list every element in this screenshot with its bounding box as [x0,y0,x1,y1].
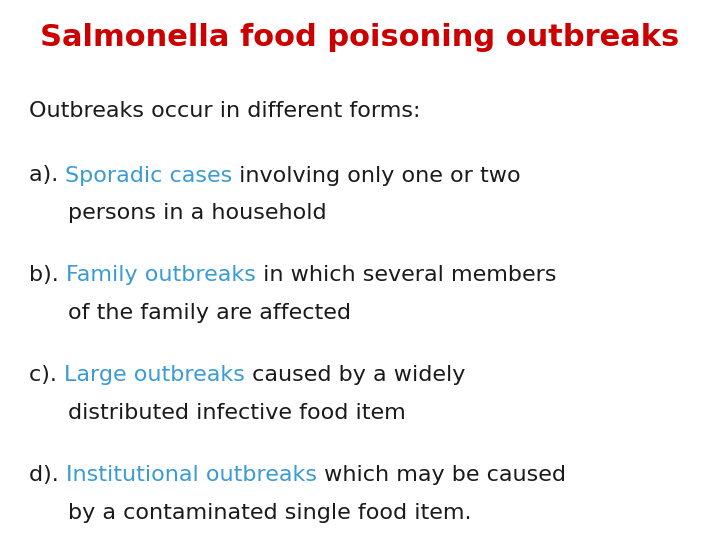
Text: by a contaminated single food item.: by a contaminated single food item. [68,503,472,523]
Text: b).: b). [29,265,66,286]
Text: of the family are affected: of the family are affected [68,303,351,323]
Text: persons in a household: persons in a household [68,203,327,224]
Text: in which several members: in which several members [256,265,556,286]
Text: caused by a widely: caused by a widely [245,365,465,386]
Text: which may be caused: which may be caused [317,465,566,485]
Text: involving only one or two: involving only one or two [233,165,521,186]
Text: Large outbreaks: Large outbreaks [64,365,245,386]
Text: Salmonella food poisoning outbreaks: Salmonella food poisoning outbreaks [40,23,680,52]
Text: distributed infective food item: distributed infective food item [68,403,406,423]
Text: Institutional outbreaks: Institutional outbreaks [66,465,317,485]
Text: c).: c). [29,365,64,386]
Text: a).: a). [29,165,66,186]
Text: Outbreaks occur in different forms:: Outbreaks occur in different forms: [29,100,420,121]
Text: Sporadic cases: Sporadic cases [66,165,233,186]
Text: d).: d). [29,465,66,485]
Text: Family outbreaks: Family outbreaks [66,265,256,286]
